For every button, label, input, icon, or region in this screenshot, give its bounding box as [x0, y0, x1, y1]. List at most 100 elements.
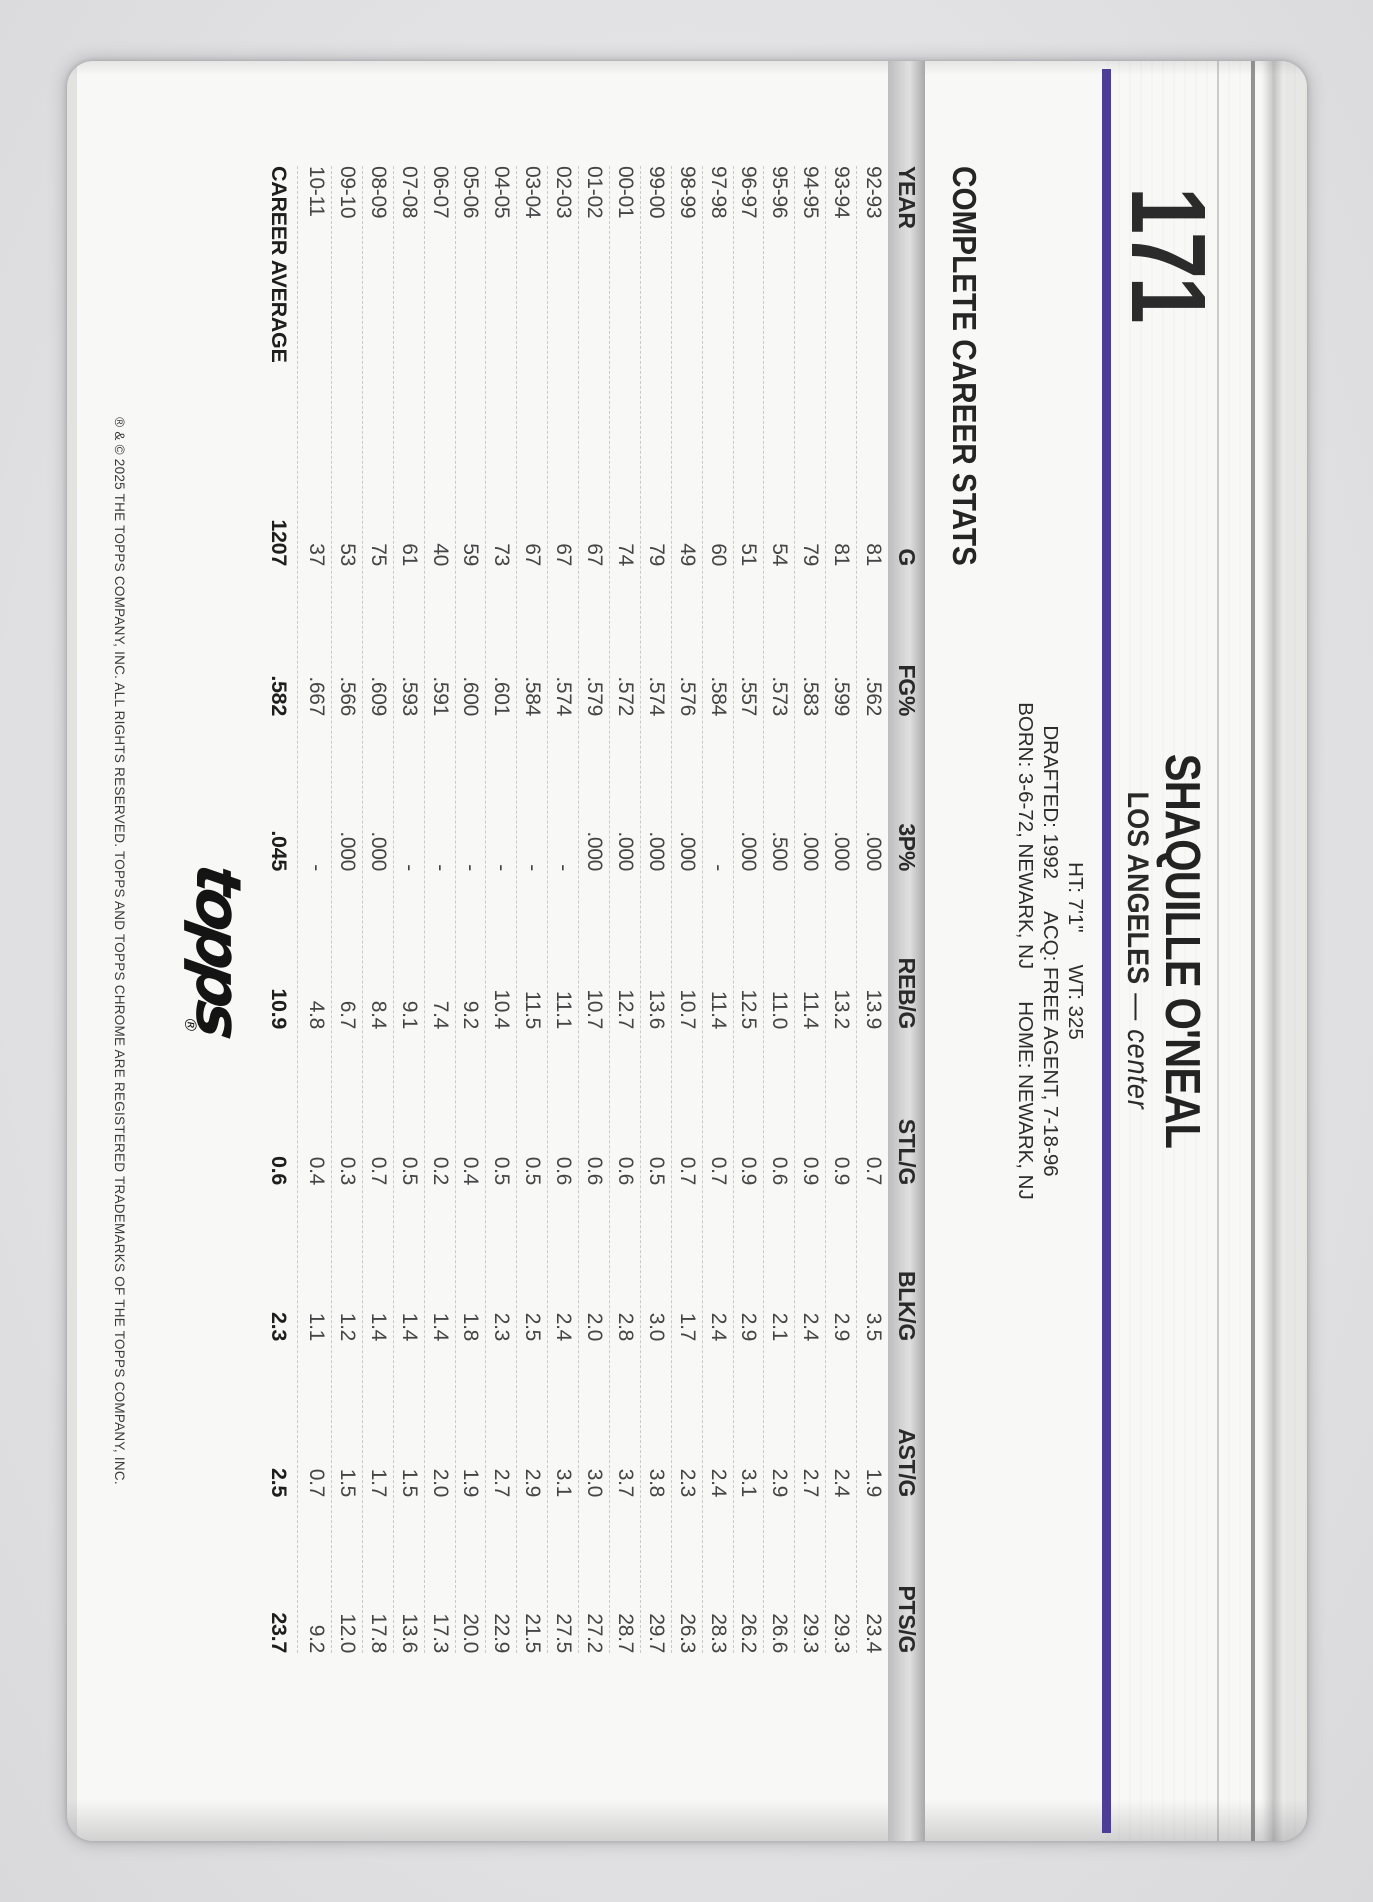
- cell-stat: 1207: [266, 519, 291, 566]
- cell-stat: .573: [767, 676, 791, 716]
- cell-stat: .572: [613, 676, 637, 716]
- cell-year: 07-08: [397, 166, 421, 219]
- cell-stat: 40: [428, 543, 452, 566]
- column-header: STL/G: [893, 1118, 920, 1185]
- cell-stat: 2.5: [266, 1468, 291, 1497]
- cell-stat: 11.0: [767, 990, 791, 1029]
- cell-stat: 10.4: [489, 989, 513, 1029]
- cell-stat: 0.3: [335, 1156, 359, 1185]
- cell-stat: 13.6: [644, 989, 668, 1029]
- cell-stat: .566: [335, 676, 359, 716]
- cell-stat: 2.4: [829, 1468, 853, 1497]
- cell-stat: 20.0: [458, 1613, 482, 1653]
- scan-streak-thin: [1216, 61, 1219, 1841]
- cell-stat: 2.4: [706, 1468, 730, 1497]
- career-average-row: CAREER AVERAGE 1207 .582 .045 10.9 0.6 2.3 2.5 2…: [261, 166, 298, 1653]
- cell-stat: 0.9: [736, 1156, 760, 1185]
- cell-stat: 2.0: [428, 1468, 452, 1497]
- cell-stat: 28.7: [613, 1613, 637, 1653]
- cell-stat: .584: [520, 676, 544, 716]
- cell-stat: 10.9: [266, 988, 291, 1029]
- cell-stat: 13.9: [861, 989, 885, 1029]
- cell-stat: 29.3: [798, 1613, 822, 1653]
- cell-stat: -: [428, 864, 452, 871]
- cell-stat: .000: [798, 831, 822, 871]
- cell-stat: 0.6: [266, 1156, 291, 1185]
- cell-stat: 4.8: [304, 1000, 328, 1029]
- column-header: FG%: [893, 664, 920, 717]
- cell-stat: -: [397, 864, 421, 871]
- cell-stat: 0.9: [829, 1156, 853, 1185]
- cell-stat: 0.7: [706, 1156, 730, 1185]
- cell-stat: 1.4: [397, 1312, 421, 1341]
- cell-year: 92-93: [861, 166, 885, 219]
- cell-stat: 73: [489, 543, 513, 566]
- cell-stat: 0.6: [582, 1156, 606, 1185]
- cell-stat: 22.9: [489, 1613, 513, 1653]
- cell-stat: 1.4: [366, 1312, 390, 1341]
- cell-stat: -: [304, 864, 328, 871]
- cell-stat: .582: [266, 675, 291, 716]
- player-name-text: SHAQUILLE O'NEAL: [1154, 753, 1209, 1149]
- cell-stat: 79: [798, 543, 822, 566]
- bio-line-1: HT: 7'1" WT: 325: [1063, 61, 1088, 1841]
- cell-stat: .593: [397, 676, 421, 716]
- cell-stat: 1.5: [397, 1468, 421, 1497]
- stats-title: COMPLETE CAREER STATS: [945, 166, 983, 566]
- cell-stat: 1.7: [675, 1312, 699, 1341]
- cell-stat: 79: [644, 543, 668, 566]
- cell-stat: 0.4: [304, 1156, 328, 1185]
- cell-stat: 3.8: [644, 1468, 668, 1497]
- table-row: 93-94 81 .599 .000 13.2 0.9 2.9 2.4 29.3: [825, 166, 857, 1653]
- cell-stat: 1.4: [428, 1312, 452, 1341]
- cell-stat: 0.5: [520, 1156, 544, 1185]
- cell-stat: 1.5: [335, 1468, 359, 1497]
- bio-acquired: ACQ: FREE AGENT, 7-18-96: [1038, 911, 1062, 1177]
- cell-stat: 17.8: [366, 1613, 390, 1653]
- cell-stat: 2.4: [706, 1312, 730, 1341]
- cell-stat: 0.5: [397, 1156, 421, 1185]
- cell-year: 04-05: [489, 166, 513, 219]
- team-position-separator: —: [1120, 993, 1154, 1021]
- cell-stat: 6.7: [335, 1000, 359, 1029]
- cell-stat: 2.9: [829, 1312, 853, 1341]
- cell-stat: 27.5: [551, 1613, 575, 1653]
- cell-stat: 11.1: [551, 990, 575, 1029]
- cell-stat: .574: [551, 676, 575, 716]
- team-line: LOS ANGELES — center: [1120, 61, 1154, 1841]
- cell-stat: -: [458, 864, 482, 871]
- cell-stat: .000: [366, 831, 390, 871]
- cell-stat: 0.2: [428, 1156, 452, 1185]
- cell-stat: 2.3: [675, 1468, 699, 1497]
- bio-block: HT: 7'1" WT: 325 DRAFTED: 1992 ACQ: FREE…: [1013, 61, 1088, 1841]
- table-row: 95-96 54 .573 .500 11.0 0.6 2.1 2.9 26.6: [763, 166, 795, 1653]
- cell-year: 98-99: [675, 166, 699, 219]
- cell-stat: 3.7: [613, 1468, 637, 1497]
- table-row: 97-98 60 .584 - 11.4 0.7 2.4 2.4 28.3: [702, 166, 734, 1653]
- table-row: 98-99 49 .576 .000 10.7 0.7 1.7 2.3 26.3: [671, 166, 703, 1653]
- topps-logo: topps ®: [168, 61, 261, 1841]
- cell-stat: 13.2: [829, 989, 853, 1029]
- cell-stat: 0.6: [613, 1156, 637, 1185]
- cell-stat: .562: [861, 676, 885, 716]
- cell-stat: 2.8: [613, 1312, 637, 1341]
- stats-header-row: YEAR G FG% 3P% REB/G STL/G BLK/G AST/G PTS/G: [887, 61, 925, 1841]
- bio-line-2: DRAFTED: 1992 ACQ: FREE AGENT, 7-18-96: [1038, 61, 1063, 1841]
- cell-stat: .000: [613, 831, 637, 871]
- cell-stat: .576: [675, 676, 699, 716]
- cell-stat: 0.6: [767, 1156, 791, 1185]
- cell-stat: .584: [706, 676, 730, 716]
- cell-stat: .045: [266, 830, 291, 871]
- scan-edge-shadow: [66, 61, 77, 1841]
- cell-stat: -: [551, 864, 575, 871]
- cell-stat: 0.9: [798, 1156, 822, 1185]
- cell-stat: 81: [829, 543, 853, 566]
- cell-stat: 0.7: [861, 1156, 885, 1185]
- bio-line-3: BORN: 3-6-72, NEWARK, NJ HOME: NEWARK, N…: [1013, 61, 1038, 1841]
- cell-stat: 1.1: [304, 1312, 328, 1341]
- cell-year: 96-97: [736, 166, 760, 219]
- bio-weight: WT: 325: [1063, 964, 1087, 1040]
- cell-year: 08-09: [366, 166, 390, 219]
- scan-streak: [1284, 61, 1307, 1841]
- cell-stat: .574: [644, 676, 668, 716]
